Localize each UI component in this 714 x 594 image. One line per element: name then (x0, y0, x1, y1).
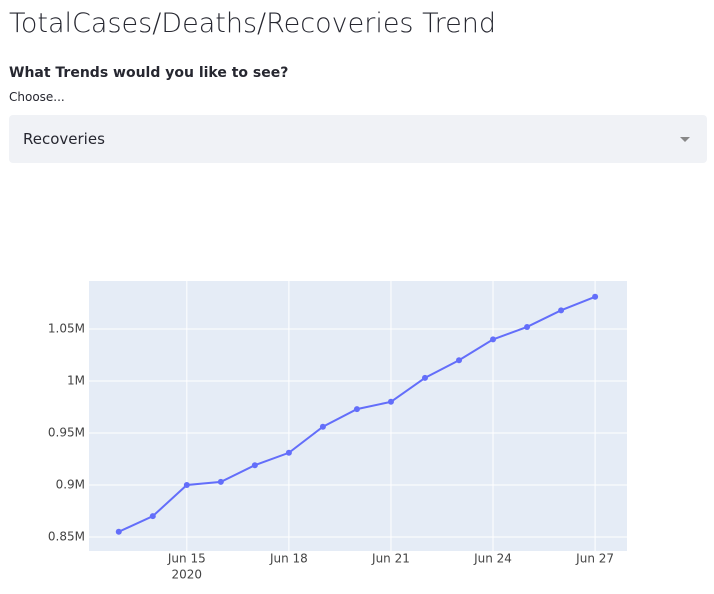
point (490, 336, 497, 343)
point (149, 513, 156, 520)
point (319, 423, 326, 430)
point (456, 357, 463, 364)
page-title: TotalCases/Deaths/Recoveries Trend (9, 8, 496, 39)
point (524, 323, 531, 330)
plot-area (89, 281, 627, 551)
point (353, 406, 360, 413)
selected-option: Recoveries (23, 130, 105, 148)
x-tick-label: Jun 21 (371, 552, 410, 566)
x-tick-label: Jun 27 (575, 552, 614, 566)
x-tick-label: Jun 15 (167, 552, 206, 566)
point (115, 528, 122, 535)
x-tick-label: Jun 18 (269, 552, 308, 566)
select-hint: Choose... (9, 90, 65, 104)
trend-select[interactable]: Recoveries (9, 115, 707, 163)
point (387, 398, 394, 405)
x-tick-label: Jun 24 (473, 552, 512, 566)
point (217, 478, 224, 485)
y-tick-label: 0.9M (56, 477, 85, 491)
select-label: What Trends would you like to see? (9, 65, 289, 81)
point (558, 307, 565, 314)
y-tick-label: 1.05M (48, 322, 85, 336)
dropdown-caret (680, 137, 690, 142)
y-tick-label: 0.95M (48, 425, 85, 439)
point (285, 449, 292, 456)
point (592, 293, 599, 300)
point (251, 462, 258, 469)
point (183, 481, 190, 488)
series-line (118, 295, 596, 533)
point (421, 374, 428, 381)
x-tick-year: 2020 (172, 568, 203, 582)
y-tick-label: 1M (67, 374, 85, 388)
y-tick-label: 0.85M (48, 529, 85, 543)
